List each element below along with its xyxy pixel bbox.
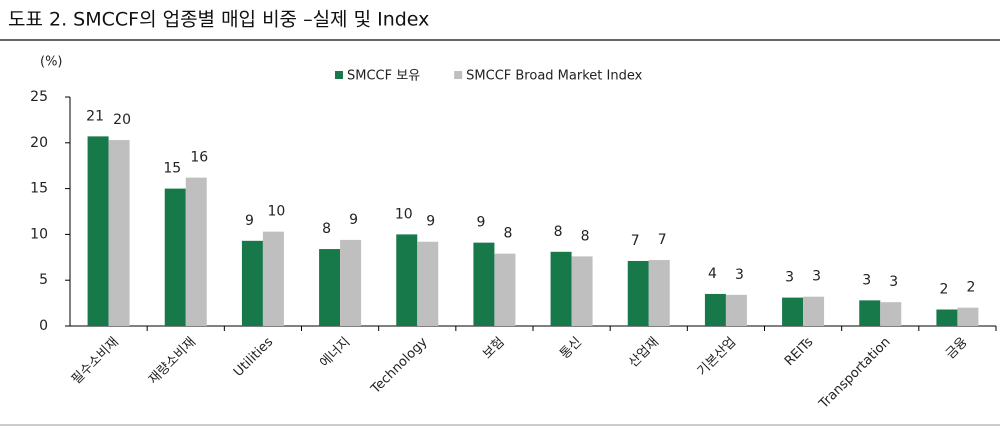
y-tick-label: 0 — [39, 318, 48, 334]
x-tick-label: 산업재 — [626, 335, 662, 371]
value-label: 7 — [631, 233, 640, 249]
value-label: 10 — [268, 204, 286, 220]
value-label: 4 — [708, 266, 717, 282]
x-tick-label: Utilities — [231, 335, 276, 380]
value-label: 10 — [395, 206, 413, 222]
x-tick-label: Transportation — [816, 335, 894, 413]
bar — [396, 234, 418, 326]
x-tick-label: Technology — [368, 334, 431, 397]
bar — [571, 256, 593, 326]
x-tick-label: 보험 — [480, 335, 508, 363]
bar — [473, 242, 495, 326]
x-tick-label: REITs — [782, 335, 817, 370]
value-label: 3 — [862, 272, 871, 288]
value-label: 3 — [785, 270, 794, 286]
bar — [185, 177, 207, 326]
y-tick-label: 5 — [39, 272, 48, 288]
value-label: 3 — [889, 274, 898, 290]
value-label: 3 — [735, 267, 744, 283]
bar — [936, 309, 958, 326]
bar — [880, 302, 902, 326]
value-label: 9 — [349, 212, 358, 228]
x-tick-label: 필수소비재 — [69, 335, 122, 388]
value-label: 9 — [426, 214, 435, 230]
y-tick-label: 25 — [30, 89, 48, 105]
y-tick-label: 20 — [30, 135, 48, 151]
bar — [782, 297, 804, 326]
legend-swatch — [454, 71, 463, 79]
bar — [704, 293, 726, 326]
bar — [241, 240, 263, 326]
x-tick-label: 에너지 — [317, 335, 353, 371]
value-label: 9 — [245, 213, 254, 229]
bar — [164, 188, 186, 326]
bar — [108, 140, 130, 326]
chart-title: 도표 2. SMCCF의 업종별 매입 비중 –실제 및 Index — [8, 9, 429, 31]
value-label: 8 — [581, 228, 590, 244]
value-label: 2 — [966, 280, 975, 296]
value-label: 8 — [322, 221, 331, 237]
bar — [803, 296, 825, 326]
bar — [725, 294, 747, 326]
value-label: 9 — [476, 215, 485, 231]
value-label: 16 — [190, 150, 208, 166]
value-label: 21 — [86, 108, 104, 124]
value-label: 7 — [658, 232, 667, 248]
bar — [340, 239, 362, 326]
bar — [550, 251, 572, 326]
legend-label: SMCCF Broad Market Index — [466, 69, 642, 84]
unit-label: (%) — [40, 55, 63, 70]
legend-swatch — [335, 71, 343, 79]
bar — [859, 300, 881, 326]
y-tick-label: 10 — [30, 226, 48, 242]
x-tick-label: 금융 — [943, 335, 971, 363]
bar — [417, 241, 439, 326]
bar — [627, 260, 649, 326]
value-label: 15 — [163, 161, 181, 177]
bar — [319, 249, 341, 326]
x-tick-label: 기본산업 — [695, 335, 739, 379]
value-label: 3 — [812, 269, 821, 285]
bar — [648, 260, 670, 326]
value-label: 2 — [939, 282, 948, 298]
value-label: 8 — [503, 226, 512, 242]
bar — [957, 307, 979, 326]
bar — [87, 136, 109, 326]
value-label: 20 — [113, 112, 131, 128]
x-tick-label: 재량소비재 — [146, 335, 199, 388]
x-tick-label: 통신 — [557, 335, 585, 363]
bar — [262, 231, 284, 326]
value-label: 8 — [554, 224, 563, 240]
y-tick-label: 15 — [30, 181, 48, 197]
legend-label: SMCCF 보유 — [347, 69, 420, 84]
bar — [494, 253, 516, 326]
